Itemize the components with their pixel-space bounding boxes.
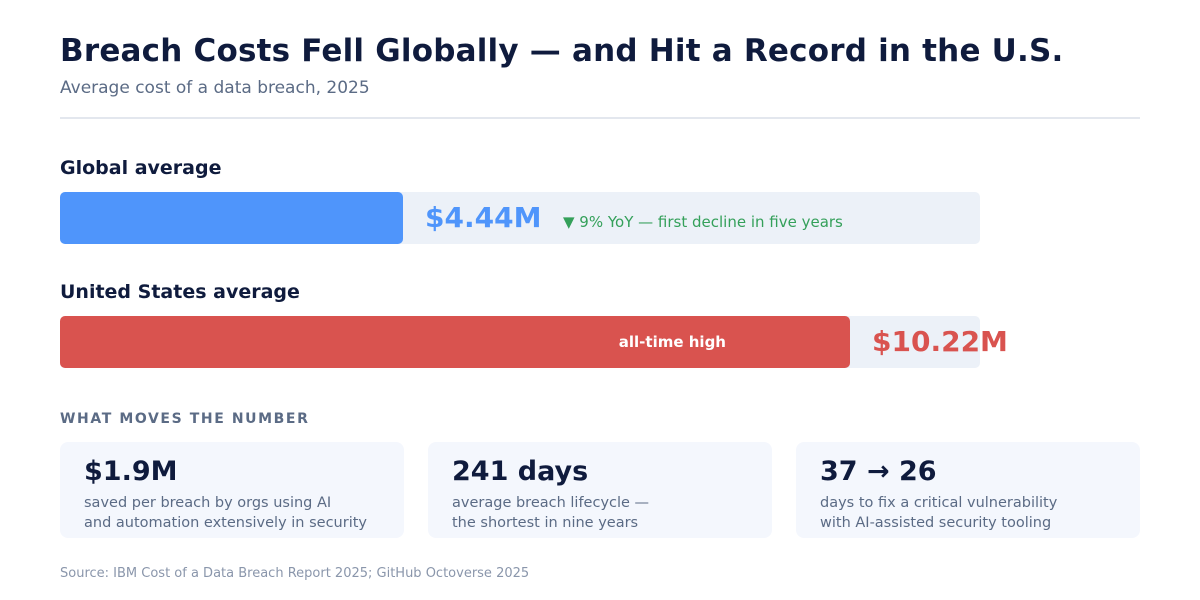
yoy-change-annotation: ▼ 9% YoY — first decline in five years (563, 213, 843, 231)
stat-cards: $1.9M saved per breach by orgs using AI … (60, 442, 1140, 538)
stat-description-line: the shortest in nine years (452, 515, 639, 531)
stat-description: average breach lifecycle — the shortest … (452, 493, 748, 533)
stat-description-line: with AI-assisted security tooling (820, 515, 1052, 531)
stat-value: 241 days (452, 456, 589, 487)
stat-card-lifecycle: 241 days average breach lifecycle — the … (428, 442, 772, 538)
bar-track-us: all-time high $10.22M (60, 316, 1008, 368)
value-label-us: $10.22M (872, 325, 1008, 358)
header-divider (60, 117, 1140, 119)
bar-us (60, 316, 850, 368)
section-label: WHAT MOVES THE NUMBER (60, 411, 310, 427)
stat-value: 37 → 26 (820, 456, 937, 487)
category-label-us: United States average (60, 281, 300, 303)
category-label-global: Global average (60, 157, 222, 179)
stat-description-line: and automation extensively in security (84, 515, 367, 531)
chart-title: Breach Costs Fell Globally — and Hit a R… (60, 33, 1064, 69)
stat-description-line: saved per breach by orgs using AI (84, 495, 332, 511)
stat-description: saved per breach by orgs using AI and au… (84, 493, 380, 533)
stat-value: $1.9M (84, 456, 178, 487)
stat-description-line: average breach lifecycle — (452, 495, 650, 511)
stat-description-line: days to fix a critical vulnerability (820, 495, 1058, 511)
chart-subtitle: Average cost of a data breach, 2025 (60, 78, 370, 98)
bar-global (60, 192, 403, 244)
all-time-high-annotation: all-time high (618, 333, 726, 351)
bar-track-global: $4.44M ▼ 9% YoY — first decline in five … (60, 192, 980, 244)
stat-card-vuln-fix: 37 → 26 days to fix a critical vulnerabi… (796, 442, 1140, 538)
stat-description: days to fix a critical vulnerability wit… (820, 493, 1116, 533)
stat-card-ai-savings: $1.9M saved per breach by orgs using AI … (60, 442, 404, 538)
value-label-global: $4.44M (425, 201, 542, 234)
source-note: Source: IBM Cost of a Data Breach Report… (60, 566, 530, 581)
